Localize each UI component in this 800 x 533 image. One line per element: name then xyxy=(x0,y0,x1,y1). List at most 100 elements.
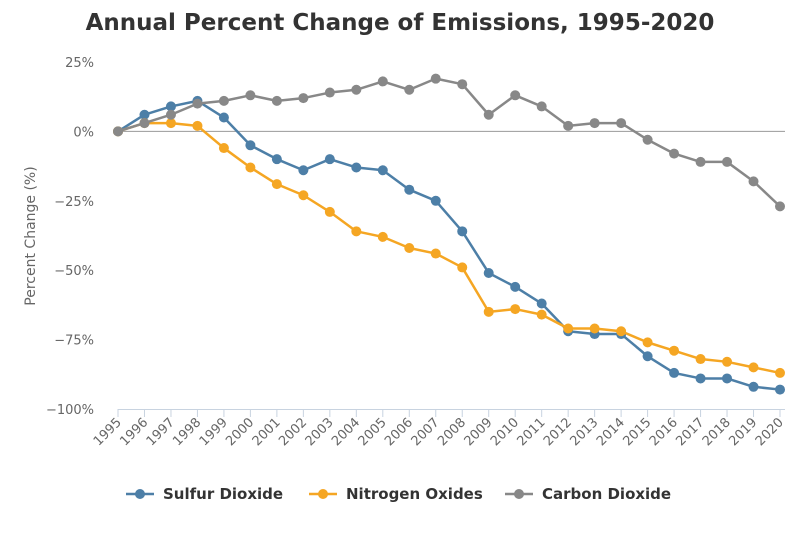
data-point[interactable] xyxy=(377,165,388,176)
data-point[interactable] xyxy=(218,143,229,154)
data-point[interactable] xyxy=(430,73,441,84)
data-point[interactable] xyxy=(404,184,415,195)
data-point[interactable] xyxy=(563,120,574,131)
y-axis-label: Percent Change (%) xyxy=(23,166,39,305)
data-point[interactable] xyxy=(616,326,627,337)
legend-marker[interactable] xyxy=(514,489,524,499)
data-point[interactable] xyxy=(457,262,468,273)
data-point[interactable] xyxy=(324,154,335,165)
x-tick-label: 2015 xyxy=(620,415,654,449)
data-point[interactable] xyxy=(404,84,415,95)
data-point[interactable] xyxy=(695,373,706,384)
data-point[interactable] xyxy=(510,281,521,292)
data-point[interactable] xyxy=(589,323,600,334)
y-tick-label: 0% xyxy=(73,125,94,140)
data-point[interactable] xyxy=(483,109,494,120)
data-point[interactable] xyxy=(245,140,256,151)
data-point[interactable] xyxy=(510,90,521,101)
data-point[interactable] xyxy=(775,201,785,212)
x-tick-label: 2012 xyxy=(541,415,575,449)
y-tick-label: −25% xyxy=(54,195,94,210)
data-point[interactable] xyxy=(430,248,441,259)
data-point[interactable] xyxy=(351,162,362,173)
data-point[interactable] xyxy=(298,190,309,201)
data-point[interactable] xyxy=(669,367,680,378)
data-point[interactable] xyxy=(483,306,494,317)
data-point[interactable] xyxy=(324,206,335,217)
data-point[interactable] xyxy=(218,95,229,106)
data-point[interactable] xyxy=(695,156,706,167)
data-point[interactable] xyxy=(457,226,468,237)
series-line xyxy=(117,121,781,375)
data-point[interactable] xyxy=(457,79,468,90)
data-point[interactable] xyxy=(139,118,150,129)
data-point[interactable] xyxy=(775,367,785,378)
x-tick-label: 2013 xyxy=(567,415,601,449)
x-tick-label: 2002 xyxy=(276,415,310,449)
data-point[interactable] xyxy=(642,337,653,348)
data-point[interactable] xyxy=(377,76,388,87)
data-point[interactable] xyxy=(351,226,362,237)
data-point[interactable] xyxy=(483,267,494,278)
data-point[interactable] xyxy=(510,304,521,315)
legend-item-label[interactable]: Carbon Dioxide xyxy=(542,485,671,503)
x-tick-label: 2009 xyxy=(462,415,496,449)
data-point[interactable] xyxy=(642,351,653,362)
data-point[interactable] xyxy=(218,112,229,123)
data-point[interactable] xyxy=(722,356,733,367)
data-point[interactable] xyxy=(722,156,733,167)
legend-item-label[interactable]: Sulfur Dioxide xyxy=(163,485,283,503)
data-point[interactable] xyxy=(589,118,600,129)
data-point[interactable] xyxy=(748,381,759,392)
y-tick-label: 25% xyxy=(65,56,94,71)
data-point[interactable] xyxy=(298,93,309,104)
data-point[interactable] xyxy=(563,323,574,334)
data-point[interactable] xyxy=(192,120,203,131)
data-point[interactable] xyxy=(669,148,680,159)
data-point[interactable] xyxy=(351,84,362,95)
x-tick-label: 2000 xyxy=(223,415,257,449)
data-point[interactable] xyxy=(324,87,335,98)
data-point[interactable] xyxy=(536,298,547,309)
series-line xyxy=(117,99,781,391)
x-tick-label: 1996 xyxy=(117,415,151,449)
data-point[interactable] xyxy=(722,373,733,384)
data-point[interactable] xyxy=(669,345,680,356)
x-tick-label: 2001 xyxy=(250,415,284,449)
data-point[interactable] xyxy=(695,354,706,365)
data-point[interactable] xyxy=(271,179,282,190)
x-tick-label: 2016 xyxy=(647,415,681,449)
data-point[interactable] xyxy=(404,242,415,253)
data-point[interactable] xyxy=(165,118,176,129)
x-tick-label: 2010 xyxy=(488,415,522,449)
data-point[interactable] xyxy=(245,90,256,101)
data-point[interactable] xyxy=(192,98,203,109)
x-tick-label: 2014 xyxy=(594,415,628,449)
data-point[interactable] xyxy=(430,195,441,206)
data-point[interactable] xyxy=(642,134,653,145)
data-point[interactable] xyxy=(113,126,123,137)
x-tick-label: 2019 xyxy=(726,415,760,449)
data-point[interactable] xyxy=(271,154,282,165)
data-point[interactable] xyxy=(536,309,547,320)
data-point[interactable] xyxy=(165,101,176,112)
x-tick-label: 1999 xyxy=(197,415,231,449)
x-tick-label: 2018 xyxy=(700,415,734,449)
data-point[interactable] xyxy=(377,231,388,242)
x-tick-label: 1998 xyxy=(170,415,204,449)
data-point[interactable] xyxy=(748,362,759,373)
data-point[interactable] xyxy=(165,109,176,120)
legend-marker[interactable] xyxy=(135,489,145,499)
legend-item-label[interactable]: Nitrogen Oxides xyxy=(346,485,483,503)
legend-marker[interactable] xyxy=(318,489,328,499)
data-point[interactable] xyxy=(139,109,150,120)
data-point[interactable] xyxy=(298,165,309,176)
x-tick-label: 2017 xyxy=(673,415,707,449)
data-point[interactable] xyxy=(245,162,256,173)
data-point[interactable] xyxy=(616,118,627,129)
data-point[interactable] xyxy=(271,95,282,106)
data-point[interactable] xyxy=(748,176,759,187)
y-tick-label: −75% xyxy=(54,334,94,349)
data-point[interactable] xyxy=(536,101,547,112)
data-point[interactable] xyxy=(775,384,785,395)
